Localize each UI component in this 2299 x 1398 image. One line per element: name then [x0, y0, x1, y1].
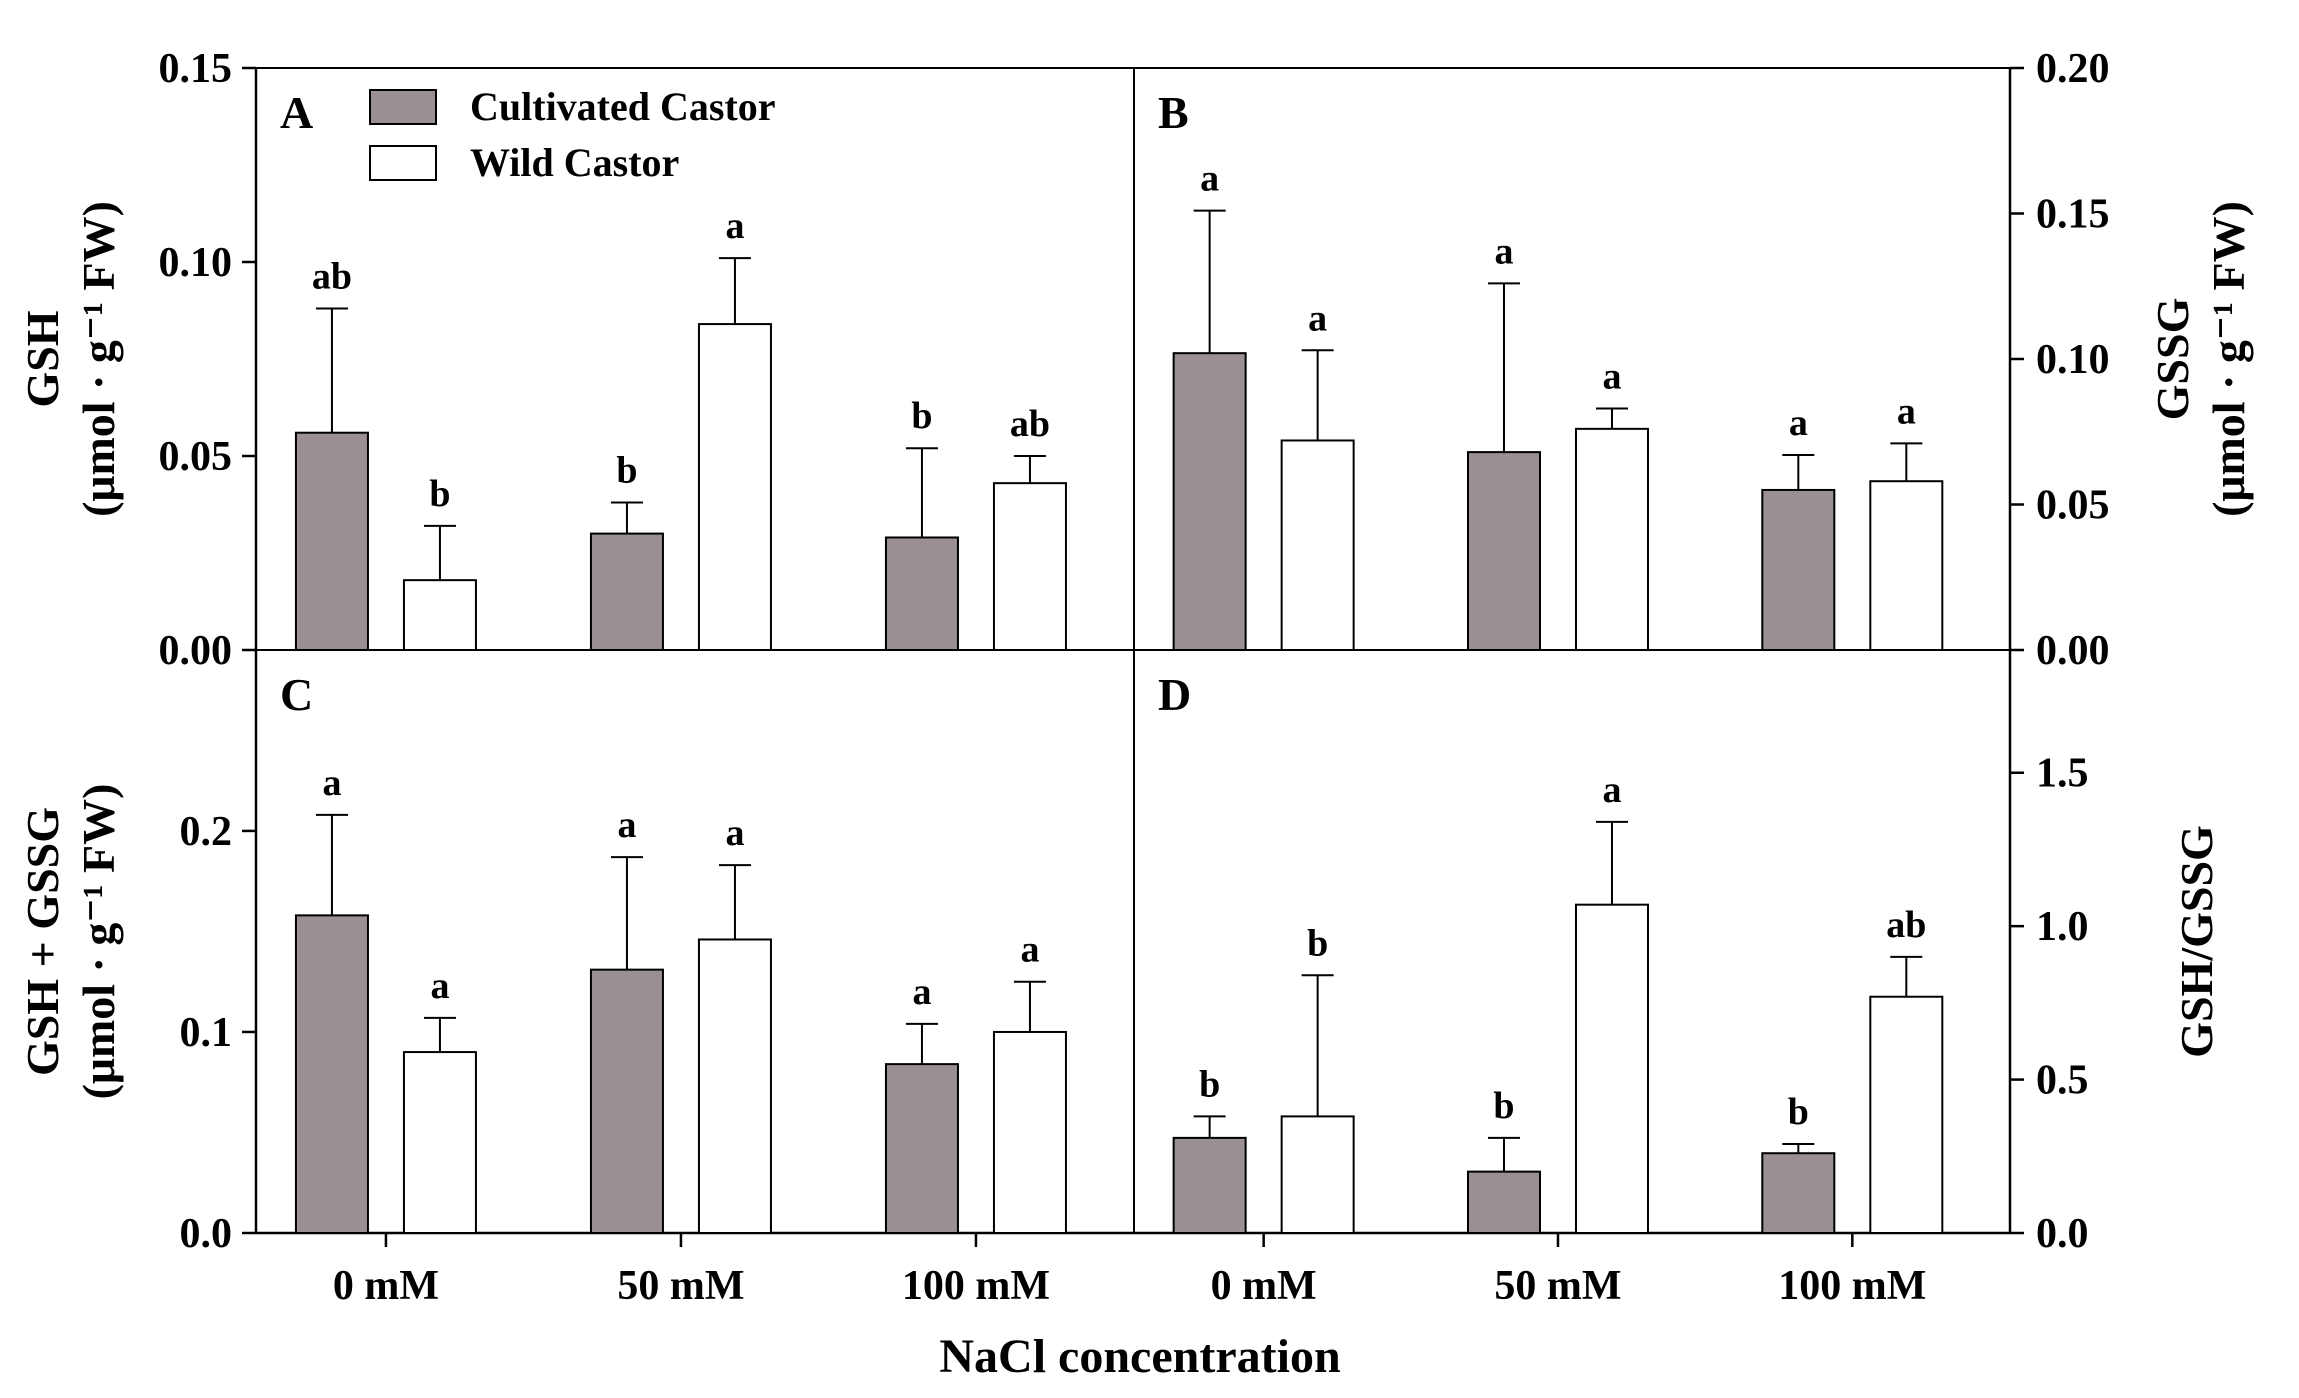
- bar-a-wild-0: [402, 579, 477, 651]
- bar-c-cultivated-0: [294, 914, 369, 1235]
- panel-letter-b: B: [1158, 87, 1189, 138]
- bar-c-wild-0: [402, 1051, 477, 1234]
- bar-b-cultivated-1: [1466, 451, 1541, 651]
- bar-d-wild-1: [1574, 903, 1649, 1234]
- bar-d-cultivated-2: [1761, 1152, 1836, 1235]
- significance-label-c-1-2: a: [1020, 929, 1039, 971]
- x-tick-label-c-1: 50 mM: [617, 1263, 744, 1309]
- significance-label-d-1-2: ab: [1886, 904, 1926, 946]
- y-tick-label-d-2: 1.0: [2036, 904, 2089, 950]
- significance-label-d-0-2: b: [1788, 1091, 1809, 1133]
- significance-label-b-0-0: a: [1200, 158, 1219, 200]
- significance-label-a-0-0: ab: [312, 256, 352, 298]
- x-tick-label-c-0: 0 mM: [333, 1263, 439, 1309]
- bar-b-wild-1: [1574, 427, 1649, 651]
- significance-label-c-0-1: a: [617, 804, 636, 846]
- y-tick-label-b-1: 0.05: [2036, 483, 2110, 529]
- significance-label-d-0-1: b: [1493, 1085, 1514, 1127]
- significance-label-b-1-1: a: [1602, 355, 1621, 397]
- bar-a-cultivated-2: [884, 536, 959, 651]
- y-axis-unit-c: (μmol · g⁻¹ FW): [73, 784, 124, 1100]
- y-tick-label-a-1: 0.05: [159, 434, 233, 480]
- bar-b-cultivated-2: [1761, 488, 1836, 652]
- significance-label-c-1-1: a: [725, 812, 744, 854]
- bar-a-wild-1: [697, 323, 772, 651]
- significance-label-a-1-1: a: [725, 205, 744, 247]
- significance-label-a-1-2: ab: [1010, 403, 1050, 445]
- y-axis-label-b: GSSG: [2147, 298, 2198, 421]
- significance-label-c-1-0: a: [430, 965, 449, 1007]
- legend-swatch-cultivated: [369, 89, 437, 125]
- significance-label-c-0-2: a: [912, 971, 931, 1013]
- significance-label-a-0-1: b: [616, 450, 637, 492]
- bar-c-cultivated-2: [884, 1063, 959, 1234]
- significance-label-b-0-2: a: [1789, 402, 1808, 444]
- bar-c-wild-2: [992, 1030, 1067, 1235]
- bar-d-wild-0: [1280, 1115, 1355, 1235]
- bar-a-wild-2: [992, 482, 1067, 651]
- y-tick-label-c-0: 0.0: [180, 1211, 233, 1257]
- significance-label-c-0-0: a: [322, 762, 341, 804]
- x-tick-label-d-0: 0 mM: [1211, 1263, 1317, 1309]
- significance-label-d-1-0: b: [1307, 922, 1328, 964]
- x-axis-label: NaCl concentration: [939, 1330, 1340, 1383]
- legend-label-wild: Wild Castor: [470, 140, 679, 185]
- significance-label-a-0-2: b: [911, 395, 932, 437]
- significance-label-d-1-1: a: [1602, 769, 1621, 811]
- panel-letter-c: C: [280, 669, 313, 720]
- y-tick-label-a-3: 0.15: [159, 46, 233, 92]
- significance-label-b-1-0: a: [1308, 297, 1327, 339]
- legend-label-cultivated: Cultivated Castor: [470, 84, 776, 129]
- bar-a-cultivated-0: [294, 431, 369, 651]
- bar-c-wild-1: [697, 938, 772, 1235]
- significance-label-d-0-0: b: [1199, 1063, 1220, 1105]
- y-tick-label-b-0: 0.00: [2036, 628, 2110, 674]
- y-axis-unit-b: (μmol · g⁻¹ FW): [2203, 201, 2254, 517]
- bar-b-wild-0: [1280, 439, 1355, 652]
- legend: Cultivated Castor Wild Castor: [369, 84, 776, 185]
- y-tick-label-d-0: 0.0: [2036, 1211, 2089, 1257]
- y-tick-label-a-2: 0.10: [159, 240, 233, 286]
- y-axis-unit-a: (μmol · g⁻¹ FW): [73, 201, 124, 517]
- legend-swatch-wild: [369, 145, 437, 181]
- x-tick-label-d-1: 50 mM: [1494, 1263, 1621, 1309]
- bar-d-cultivated-0: [1172, 1136, 1247, 1234]
- y-tick-label-c-1: 0.1: [180, 1010, 233, 1056]
- panel-letter-d: D: [1158, 669, 1191, 720]
- x-tick-label-c-2: 100 mM: [902, 1263, 1050, 1309]
- y-tick-label-b-3: 0.15: [2036, 192, 2110, 238]
- significance-label-b-1-2: a: [1897, 390, 1916, 432]
- y-tick-label-c-2: 0.2: [180, 809, 233, 855]
- y-tick-label-b-4: 0.20: [2036, 46, 2110, 92]
- bar-b-wild-2: [1869, 480, 1944, 651]
- y-axis-label-a: GSH: [17, 310, 68, 407]
- x-tick-label-d-2: 100 mM: [1778, 1263, 1926, 1309]
- bar-d-cultivated-1: [1466, 1170, 1541, 1235]
- y-axis-label-c: GSH + GSSG: [17, 807, 68, 1076]
- y-axis-label-d: GSH/GSSG: [2171, 825, 2222, 1058]
- bar-d-wild-2: [1869, 995, 1944, 1234]
- bar-b-cultivated-0: [1172, 352, 1247, 651]
- significance-label-b-0-1: a: [1494, 230, 1513, 272]
- panel-letter-a: A: [280, 87, 313, 138]
- bar-c-cultivated-1: [589, 968, 664, 1234]
- y-tick-label-b-2: 0.10: [2036, 337, 2110, 383]
- y-tick-label-a-0: 0.00: [159, 628, 233, 674]
- y-tick-label-d-1: 0.5: [2036, 1058, 2089, 1104]
- significance-label-a-1-0: b: [429, 473, 450, 515]
- bar-a-cultivated-1: [589, 532, 664, 651]
- y-tick-label-d-3: 1.5: [2036, 751, 2089, 797]
